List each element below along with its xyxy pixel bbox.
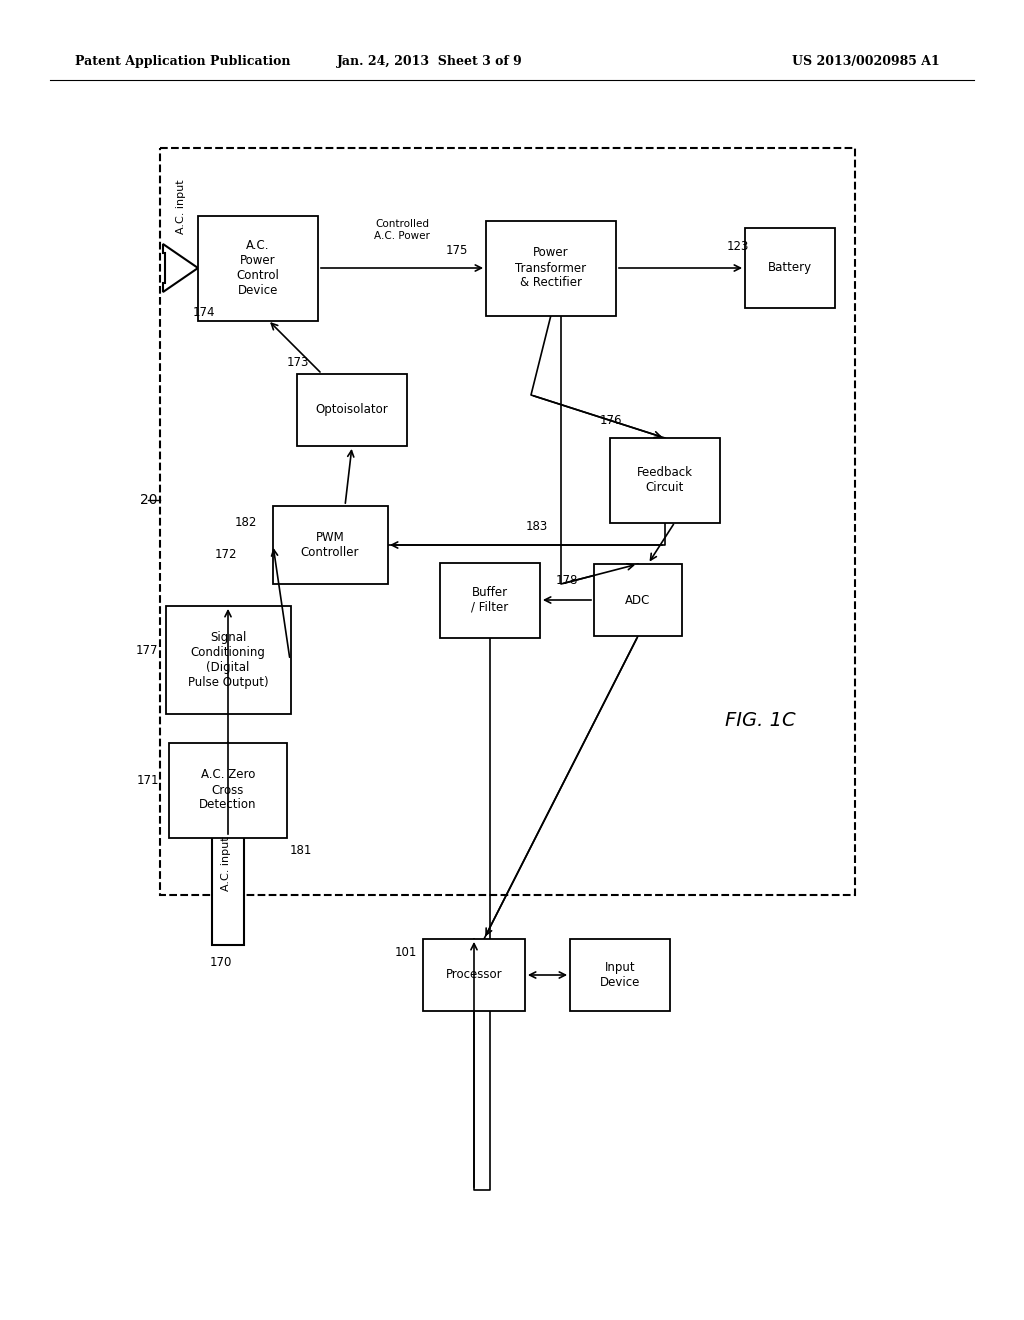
Text: 20: 20 [140,492,158,507]
Text: 101: 101 [395,946,418,960]
Text: Input
Device: Input Device [600,961,640,989]
Text: 176: 176 [600,413,623,426]
Text: 170: 170 [210,957,232,969]
Text: PWM
Controller: PWM Controller [301,531,359,558]
FancyArrow shape [202,743,254,945]
Text: Buffer
/ Filter: Buffer / Filter [471,586,509,614]
Text: ADC: ADC [626,594,650,606]
Text: 175: 175 [446,243,468,256]
Bar [745,228,835,308]
Text: Battery: Battery [768,261,812,275]
Bar [160,148,855,895]
Text: Feedback
Circuit: Feedback Circuit [637,466,693,494]
Text: 182: 182 [234,516,257,529]
Text: US 2013/0020985 A1: US 2013/0020985 A1 [793,55,940,69]
Bar [486,220,616,315]
Bar [570,939,670,1011]
Text: A.C. input: A.C. input [221,837,231,891]
Text: 178: 178 [556,573,579,586]
Text: Power
Transformer
& Rectifier: Power Transformer & Rectifier [515,247,587,289]
Text: 181: 181 [290,845,312,858]
Text: Patent Application Publication: Patent Application Publication [75,55,291,69]
Text: Signal
Conditioning
(Digital
Pulse Output): Signal Conditioning (Digital Pulse Outpu… [187,631,268,689]
Bar [610,437,720,523]
Text: Processor: Processor [445,969,503,982]
Text: A.C. Zero
Cross
Detection: A.C. Zero Cross Detection [200,768,257,812]
Bar [169,742,287,837]
Text: FIG. 1C: FIG. 1C [725,710,796,730]
Text: Controlled
A.C. Power: Controlled A.C. Power [374,219,430,240]
Bar [198,215,318,321]
Text: 177: 177 [136,644,159,656]
Text: 173: 173 [287,355,309,368]
Text: 183: 183 [526,520,548,533]
Text: 171: 171 [137,774,160,787]
Text: 172: 172 [215,549,238,561]
Bar [594,564,682,636]
Bar [272,506,387,583]
Text: Optoisolator: Optoisolator [315,404,388,417]
Bar [166,606,291,714]
Text: Jan. 24, 2013  Sheet 3 of 9: Jan. 24, 2013 Sheet 3 of 9 [337,55,523,69]
Text: A.C. input: A.C. input [176,180,186,234]
FancyArrow shape [163,244,198,292]
Bar [423,939,525,1011]
Bar [440,562,540,638]
Text: 174: 174 [193,306,215,319]
Text: A.C.
Power
Control
Device: A.C. Power Control Device [237,239,280,297]
Text: 123: 123 [727,239,750,252]
Bar [297,374,407,446]
